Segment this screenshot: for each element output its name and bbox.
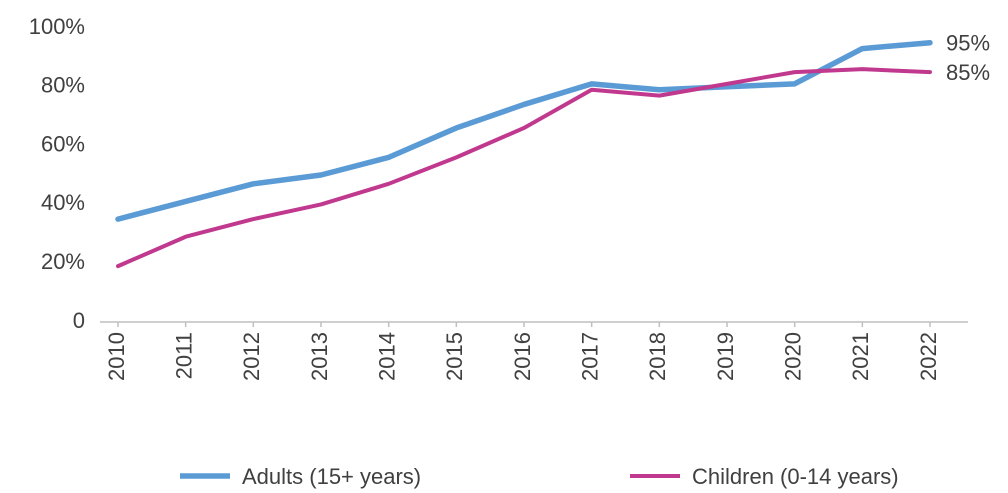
data-label: 85%: [946, 60, 990, 85]
y-tick-label: 100%: [29, 14, 85, 39]
x-tick-label: 2021: [848, 332, 873, 381]
x-tick-label: 2014: [374, 332, 399, 381]
x-tick-label: 2018: [645, 332, 670, 381]
y-tick-label: 80%: [41, 73, 85, 98]
x-tick-label: 2012: [239, 332, 264, 381]
x-tick-label: 2016: [510, 332, 535, 381]
x-tick-label: 2020: [780, 332, 805, 381]
series-line: [115, 39, 933, 222]
legend-label: Children (0-14 years): [692, 464, 899, 489]
x-tick-label: 2017: [577, 332, 602, 381]
x-tick-label: 2013: [307, 332, 332, 381]
x-tick-label: 2019: [713, 332, 738, 381]
y-tick-label: 60%: [41, 131, 85, 156]
y-tick-label: 40%: [41, 190, 85, 215]
y-tick-label: 20%: [41, 249, 85, 274]
x-tick-label: 2011: [171, 332, 196, 379]
series-line: [116, 67, 932, 269]
y-tick-label: 0: [73, 308, 85, 333]
x-tick-label: 2010: [104, 332, 129, 381]
x-tick-label: 2022: [916, 332, 941, 381]
legend-label: Adults (15+ years): [242, 464, 421, 489]
x-tick-label: 2015: [442, 332, 467, 381]
data-label: 95%: [946, 31, 990, 56]
